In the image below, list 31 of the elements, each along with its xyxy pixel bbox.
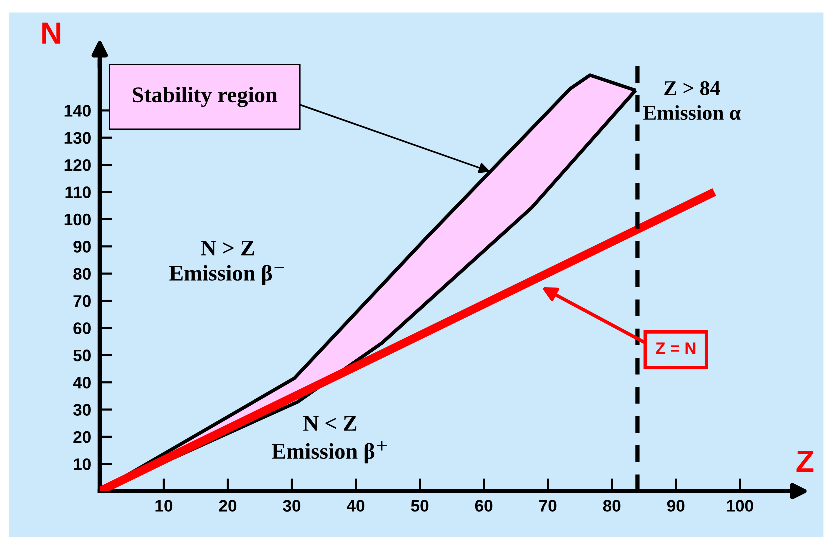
y-tick-label: 110 [66, 186, 91, 198]
y-tick-label: 30 [73, 404, 91, 416]
x-tick-label: 30 [283, 500, 301, 512]
y-tick-label: 130 [64, 132, 91, 144]
y-tick-label: 120 [64, 159, 91, 172]
y-axis-title: N [42, 22, 61, 44]
y-tick-label: 140 [64, 105, 91, 117]
y-tick-label: 100 [64, 214, 91, 226]
y-tick-label: 90 [74, 241, 91, 253]
y-tick-label: 50 [74, 350, 91, 362]
x-tick-label: 70 [540, 500, 557, 512]
y-tick-label: 20 [74, 431, 91, 444]
x-tick-label: 90 [667, 500, 685, 512]
x-axis-title: Z [796, 451, 814, 472]
y-tick-label: 10 [74, 458, 91, 470]
annotation: N > Z Emission β$^{−}$ [170, 241, 285, 286]
annotation: Z = N [656, 342, 696, 354]
annotation: N < Z Emission β$^{+}$ [272, 416, 387, 464]
x-tick-label: 60 [475, 500, 493, 512]
y-tick-label: 80 [74, 268, 91, 280]
y-tick-label: 70 [74, 295, 91, 308]
x-tick-label: 100 [727, 500, 754, 512]
annotation: Stability region [133, 86, 278, 108]
x-tick-label: 50 [411, 500, 429, 512]
x-tick-label: 10 [156, 500, 173, 512]
x-tick-label: 20 [219, 500, 237, 512]
y-tick-label: 40 [73, 376, 91, 389]
x-tick-label: 80 [603, 500, 621, 512]
ref-line-label: Z > 84 Emission α [644, 81, 741, 120]
y-tick-label: 60 [74, 322, 91, 334]
x-tick-label: 40 [347, 500, 365, 512]
